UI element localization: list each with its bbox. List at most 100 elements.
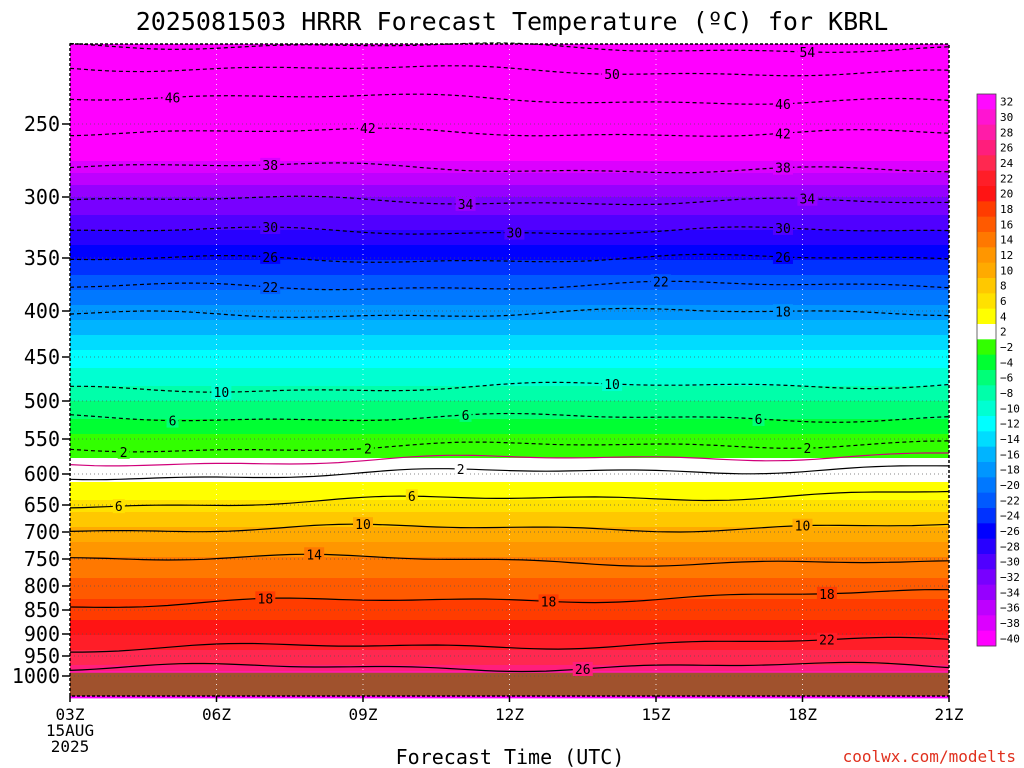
- y-tick-label: 850: [24, 598, 60, 622]
- temperature-band: [70, 260, 949, 264]
- temperature-band: [70, 419, 949, 423]
- isotherm-label: 2: [457, 463, 465, 478]
- isotherm-label-bg: [117, 444, 130, 459]
- isotherm-label: 10: [214, 386, 230, 401]
- isotherm-line: [69, 553, 950, 567]
- colorbar-label: 6: [1000, 295, 1007, 308]
- isotherm-label: 34: [458, 198, 474, 213]
- temperature-band: [70, 407, 949, 411]
- isotherm-label-bg: [504, 225, 525, 240]
- temperature-band: [70, 317, 949, 321]
- x-tick-label: 12Z: [495, 705, 524, 724]
- temperature-band: [70, 167, 949, 171]
- isotherm-label: 26: [262, 251, 278, 266]
- temperature-band: [70, 596, 949, 600]
- temperature-band: [70, 71, 949, 75]
- isotherm-label: 42: [775, 127, 791, 142]
- temperature-band: [70, 347, 949, 351]
- isotherm-label-bg: [572, 661, 593, 676]
- colorbar-label: 26: [1000, 142, 1013, 155]
- colorbar-label: −12: [1000, 418, 1020, 431]
- isotherm-label: 22: [653, 275, 669, 290]
- colorbar-label: 10: [1000, 264, 1013, 277]
- isotherm-label: 22: [262, 281, 278, 296]
- colorbar-cell: [977, 155, 996, 172]
- colorbar-label: 18: [1000, 203, 1013, 216]
- temperature-band: [70, 80, 949, 84]
- temperature-band: [70, 254, 949, 258]
- isotherm-label-bg: [112, 499, 125, 514]
- colorbar-label: −36: [1000, 602, 1020, 615]
- temperature-band: [70, 599, 949, 603]
- temperature-band: [70, 650, 949, 654]
- temperature-band: [70, 356, 949, 360]
- colorbar: 32 30 28 26 24 22 20 18 16 14 12 10 8 6 4 2 −2 −4 −6 −8 −10 −…: [976, 93, 1020, 647]
- isotherm-label: 6: [408, 490, 416, 505]
- y-tick-label: 800: [24, 574, 60, 598]
- temperature-band: [70, 311, 949, 315]
- isotherm-label: 18: [775, 305, 791, 320]
- temperature-band: [70, 647, 949, 651]
- temperature-band: [70, 281, 949, 285]
- temperature-band: [70, 569, 949, 573]
- colorbar-cell: [977, 538, 996, 555]
- temperature-band: [70, 479, 949, 483]
- colorbar-cell: [977, 278, 996, 294]
- y-tick-label: 450: [24, 345, 60, 369]
- temperature-band: [70, 545, 949, 549]
- temperature-band: [70, 446, 949, 450]
- temperature-band: [70, 659, 949, 663]
- isotherm-label-bg: [772, 160, 793, 175]
- temperature-band: [70, 371, 949, 375]
- colorbar-label: 2: [1000, 326, 1007, 339]
- colorbar-label: 12: [1000, 249, 1013, 262]
- temperature-band: [70, 611, 949, 615]
- temperature-band: [70, 365, 949, 369]
- y-tick-label: 500: [24, 389, 60, 413]
- isotherm-label-bg: [752, 411, 765, 426]
- temperature-band: [70, 527, 949, 531]
- temperature-band: [70, 584, 949, 588]
- temperature-band: [70, 626, 949, 630]
- colorbar-label: −2: [1000, 341, 1013, 354]
- isotherm-label-bg: [816, 632, 837, 647]
- x-tick-label: 03Z: [56, 705, 85, 724]
- temperature-band: [70, 284, 949, 288]
- isotherm-label: 14: [306, 548, 322, 563]
- temperature-band: [70, 536, 949, 540]
- isotherm-label-bg: [260, 249, 281, 264]
- temperature-band: [70, 602, 949, 606]
- colorbar-cell: [977, 247, 996, 264]
- temperature-band: [70, 101, 949, 105]
- temperature-band: [70, 389, 949, 393]
- temperature-band: [70, 65, 949, 69]
- colorbar-cell: [977, 124, 996, 141]
- temperature-band: [70, 374, 949, 378]
- temperature-band: [70, 125, 949, 129]
- temperature-band: [70, 326, 949, 330]
- colorbar-label: −34: [1000, 586, 1020, 599]
- isotherm-label: 30: [775, 222, 791, 237]
- colorbar-cell: [977, 554, 996, 570]
- temperature-band: [70, 380, 949, 384]
- isotherm-label: 10: [604, 378, 620, 393]
- isotherm-label: 38: [775, 162, 791, 177]
- isotherm-label-bg: [772, 126, 793, 141]
- temperature-band: [70, 341, 949, 345]
- temperature-band: [70, 320, 949, 324]
- y-tick-label: 950: [24, 644, 60, 668]
- temperature-band: [70, 272, 949, 276]
- temperature-band: [70, 362, 949, 366]
- temperature-band: [70, 449, 949, 453]
- temperature-band: [70, 635, 949, 639]
- temperature-band: [70, 614, 949, 618]
- isotherm-label: 26: [575, 663, 591, 678]
- temperature-band: [70, 557, 949, 561]
- temperature-band: [70, 425, 949, 429]
- isotherm-label: 30: [262, 221, 278, 236]
- temperature-band: [70, 221, 949, 225]
- colorbar-label: −20: [1000, 479, 1020, 492]
- temperature-band: [70, 44, 949, 48]
